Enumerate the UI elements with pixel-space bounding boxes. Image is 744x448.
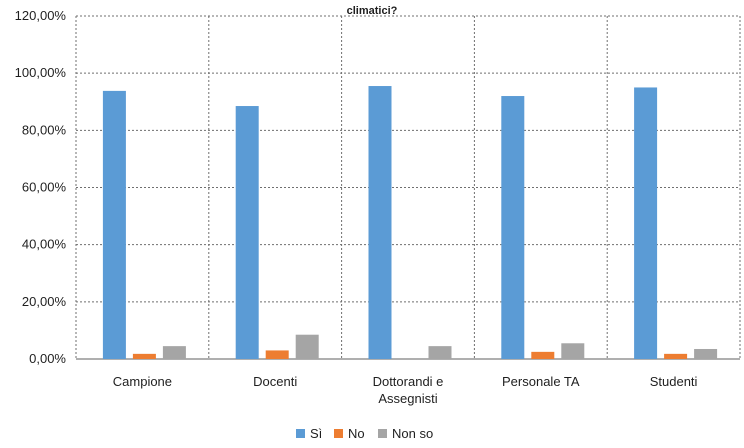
chart-title: climatici? [347,5,398,17]
legend-swatch [296,429,305,438]
legend-label: Non so [392,426,433,441]
legend-label: Sì [310,426,322,441]
bar-s-1 [235,106,259,359]
bar-no-3 [531,351,555,359]
bar-no-4 [664,353,688,359]
bar-s-0 [102,90,126,359]
y-tick-label: 120,00% [15,8,67,23]
x-tick-label: Personale TA [502,374,580,389]
y-tick-label: 80,00% [22,122,67,137]
x-tick-label: Dottorandi e [373,374,444,389]
bar-non-so-2 [428,346,452,359]
bar-s-2 [368,86,392,359]
legend-swatch [334,429,343,438]
x-tick-label: Docenti [253,374,297,389]
legend-label: No [348,426,365,441]
bar-non-so-1 [295,334,319,359]
x-tick-label: Assegnisti [378,391,437,406]
y-tick-label: 40,00% [22,237,67,252]
x-tick-label: Campione [113,374,172,389]
y-tick-label: 0,00% [29,351,66,366]
y-tick-label: 20,00% [22,294,67,309]
bar-non-so-4 [694,348,718,359]
bar-s-4 [634,87,658,359]
bar-non-so-0 [162,346,186,359]
bar-s-3 [501,96,525,360]
bar-no-0 [132,353,156,359]
x-tick-label: Studenti [650,374,698,389]
y-tick-label: 100,00% [15,65,67,80]
y-tick-label: 60,00% [22,180,67,195]
bar-non-so-3 [561,343,585,359]
legend-swatch [378,429,387,438]
bar-no-1 [265,350,289,359]
